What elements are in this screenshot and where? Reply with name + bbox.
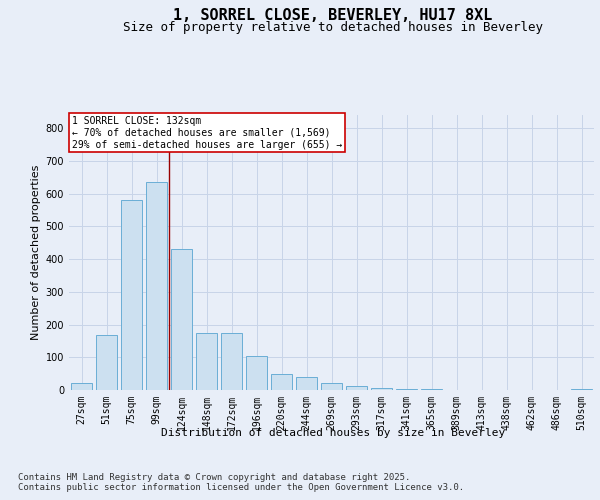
- Bar: [221, 332, 242, 390]
- Y-axis label: Number of detached properties: Number of detached properties: [31, 165, 41, 340]
- Bar: [96, 335, 117, 390]
- Bar: [146, 182, 167, 390]
- Bar: [396, 388, 417, 390]
- Bar: [346, 386, 367, 390]
- Text: Distribution of detached houses by size in Beverley: Distribution of detached houses by size …: [161, 428, 505, 438]
- Bar: [296, 377, 317, 390]
- Bar: [196, 332, 217, 390]
- Bar: [171, 249, 192, 390]
- Bar: [121, 200, 142, 390]
- Bar: [271, 374, 292, 390]
- Bar: [371, 388, 392, 390]
- Text: 1, SORREL CLOSE, BEVERLEY, HU17 8XL: 1, SORREL CLOSE, BEVERLEY, HU17 8XL: [173, 8, 493, 22]
- Bar: [321, 384, 342, 390]
- Bar: [71, 384, 92, 390]
- Bar: [246, 356, 267, 390]
- Bar: [571, 389, 592, 390]
- Text: Size of property relative to detached houses in Beverley: Size of property relative to detached ho…: [123, 21, 543, 34]
- Text: Contains HM Land Registry data © Crown copyright and database right 2025.
Contai: Contains HM Land Registry data © Crown c…: [18, 472, 464, 492]
- Text: 1 SORREL CLOSE: 132sqm
← 70% of detached houses are smaller (1,569)
29% of semi-: 1 SORREL CLOSE: 132sqm ← 70% of detached…: [71, 116, 342, 150]
